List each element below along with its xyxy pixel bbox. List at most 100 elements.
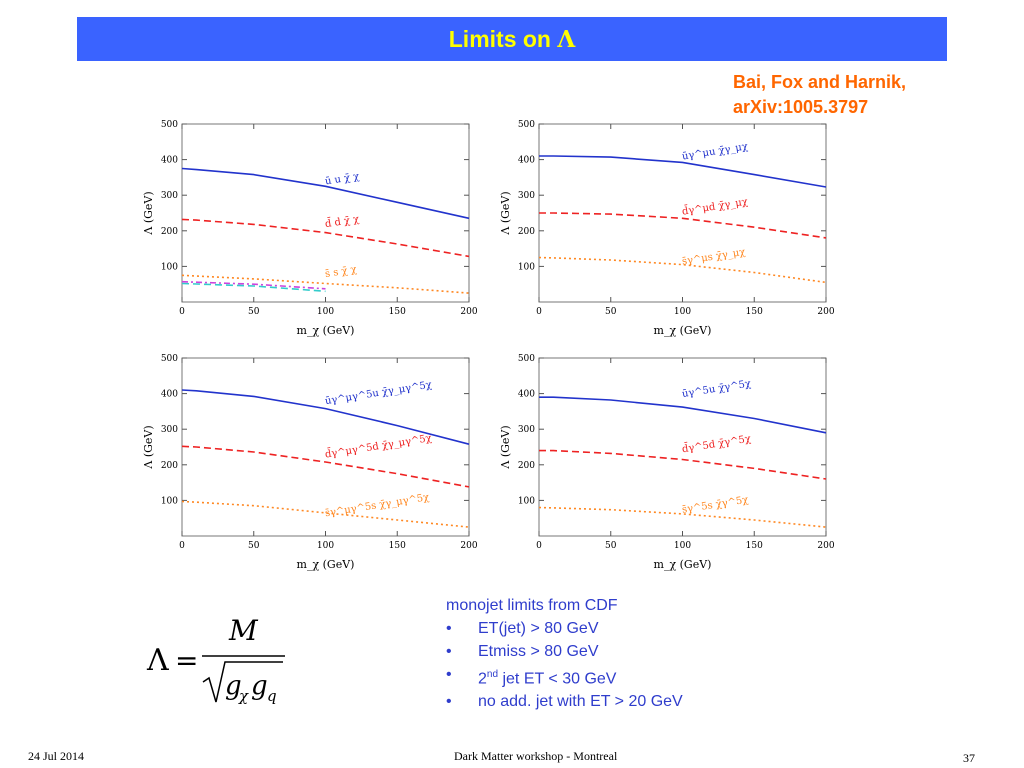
x-tick-label: 200: [817, 307, 834, 317]
y-tick-label: 300: [518, 191, 535, 201]
y-axis-label: Λ (GeV): [499, 191, 512, 235]
series-line-c: [181, 280, 326, 290]
x-tick-label: 150: [746, 307, 763, 317]
formula-g-q: g: [251, 671, 268, 701]
bullet-text-pre: 2: [478, 670, 487, 688]
formula-equals: =: [175, 644, 198, 677]
formula-lambda: Λ: [146, 643, 169, 678]
bullet-item: • ET(jet) > 80 GeV: [446, 617, 683, 640]
bullet-text: ET(jet) > 80 GeV: [478, 620, 599, 637]
series-line-u: [181, 389, 470, 445]
y-tick-label: 500: [161, 354, 178, 364]
x-tick-label: 100: [674, 307, 691, 317]
curve-label: s̄ s χ̄ χ: [324, 264, 357, 280]
y-tick-label: 300: [161, 191, 178, 201]
y-tick-label: 400: [518, 156, 535, 166]
x-tick-label: 200: [460, 307, 477, 317]
bullet-text-post: jet ET < 30 GeV: [498, 670, 617, 688]
plot-vector: 0 50 100 150 200 100 200 300 400 500 m_χ (GeV) Λ (G…: [497, 110, 842, 340]
y-tick-label: 200: [518, 461, 535, 471]
x-tick-label: 150: [389, 307, 406, 317]
curve-label: d̄ d χ̄ χ: [324, 213, 360, 230]
y-tick-label: 500: [518, 354, 535, 364]
y-tick-label: 200: [161, 227, 178, 237]
series-line-u: [539, 155, 827, 188]
x-tick-label: 0: [536, 541, 542, 551]
slide-title-text: Limits on: [448, 25, 558, 52]
y-tick-label: 300: [161, 425, 178, 435]
plot-scalar: 0 50 100 150 200 100 200 300 400 500 m_χ (GeV) Λ (G…: [140, 110, 485, 340]
series-line-u: [181, 167, 470, 220]
series-line-d: [181, 218, 470, 258]
curve-label: ū u χ̄ χ: [324, 171, 360, 187]
y-tick-label: 500: [518, 120, 535, 130]
bullet-dot: •: [446, 620, 452, 637]
bullet-text: no add. jet with ET > 20 GeV: [478, 693, 683, 711]
formula-sub-chi: χ: [238, 687, 249, 705]
series-line-d: [181, 445, 470, 488]
citation: Bai, Fox and Harnik, arXiv:1005.3797: [733, 70, 906, 120]
slide-title-symbol: Λ: [557, 25, 576, 53]
y-tick-label: 100: [161, 262, 178, 272]
x-tick-label: 50: [248, 541, 260, 551]
y-tick-label: 400: [161, 156, 178, 166]
x-tick-label: 200: [817, 541, 834, 551]
plot-frame: [538, 123, 827, 303]
bullet-item: • no add. jet with ET > 20 GeV: [446, 690, 683, 713]
bullets-header: monojet limits from CDF: [446, 597, 618, 614]
cdf-bullet-list: monojet limits from CDF • ET(jet) > 80 Ge…: [446, 594, 683, 713]
formula-sqrt-sign: [202, 661, 283, 703]
y-axis-label: Λ (GeV): [499, 425, 512, 469]
plot-frame: [538, 357, 827, 537]
formula-g-chi: g: [225, 671, 242, 701]
bullet-item: • Etmiss > 80 GeV: [446, 640, 683, 663]
series-line-u: [539, 396, 827, 434]
y-tick-label: 100: [518, 262, 535, 272]
x-tick-label: 0: [536, 307, 542, 317]
x-axis-label: m_χ (GeV): [297, 558, 355, 571]
slide-title: Limits on Λ: [449, 26, 575, 53]
formula-numerator: M: [228, 614, 259, 647]
x-tick-label: 0: [179, 541, 185, 551]
footer-page-number: 37: [963, 751, 975, 765]
bullet-superscript: nd: [486, 669, 499, 680]
citation-arxiv: arXiv:1005.3797: [733, 97, 869, 117]
plot-pseudoscalar: 0 50 100 150 200 100 200 300 400 500 m_χ (GeV) Λ (G…: [497, 344, 842, 574]
y-axis-label: Λ (GeV): [142, 191, 155, 235]
bullet-dot: •: [446, 666, 452, 683]
x-axis-label: m_χ (GeV): [654, 324, 712, 337]
bullet-dot: •: [446, 643, 452, 660]
y-axis-label: Λ (GeV): [142, 425, 155, 469]
y-tick-label: 200: [518, 227, 535, 237]
x-tick-label: 50: [605, 307, 617, 317]
plot-frame: [181, 123, 470, 303]
x-tick-label: 150: [746, 541, 763, 551]
series-line-d: [539, 449, 827, 480]
x-tick-label: 100: [317, 307, 334, 317]
y-tick-label: 500: [161, 120, 178, 130]
x-tick-label: 150: [389, 541, 406, 551]
formula-sub-q: q: [267, 687, 277, 705]
bullet-text: 2nd jet ET < 30 GeV: [478, 663, 616, 690]
lambda-formula: Λ = M g χ g q: [145, 612, 295, 717]
bullet-dot: •: [446, 693, 452, 711]
x-tick-label: 50: [248, 307, 260, 317]
x-axis-label: m_χ (GeV): [297, 324, 355, 337]
series-line-d: [539, 212, 827, 239]
slide-title-bar: Limits on Λ: [77, 17, 947, 61]
bullet-text: Etmiss > 80 GeV: [478, 643, 599, 660]
y-tick-label: 300: [518, 425, 535, 435]
y-tick-label: 200: [161, 461, 178, 471]
x-tick-label: 0: [179, 307, 185, 317]
x-tick-label: 200: [460, 541, 477, 551]
plot-axial-vector: 0 50 100 150 200 100 200 300 400 500 m_χ (GeV) Λ (G…: [140, 344, 485, 574]
x-tick-label: 100: [674, 541, 691, 551]
x-tick-label: 50: [605, 541, 617, 551]
y-tick-label: 100: [161, 496, 178, 506]
y-tick-label: 400: [161, 390, 178, 400]
footer-date: 24 Jul 2014: [28, 749, 85, 763]
x-axis-label: m_χ (GeV): [654, 558, 712, 571]
y-tick-label: 100: [518, 496, 535, 506]
bullet-item: • 2nd jet ET < 30 GeV: [446, 663, 683, 690]
citation-authors: Bai, Fox and Harnik,: [733, 72, 907, 92]
